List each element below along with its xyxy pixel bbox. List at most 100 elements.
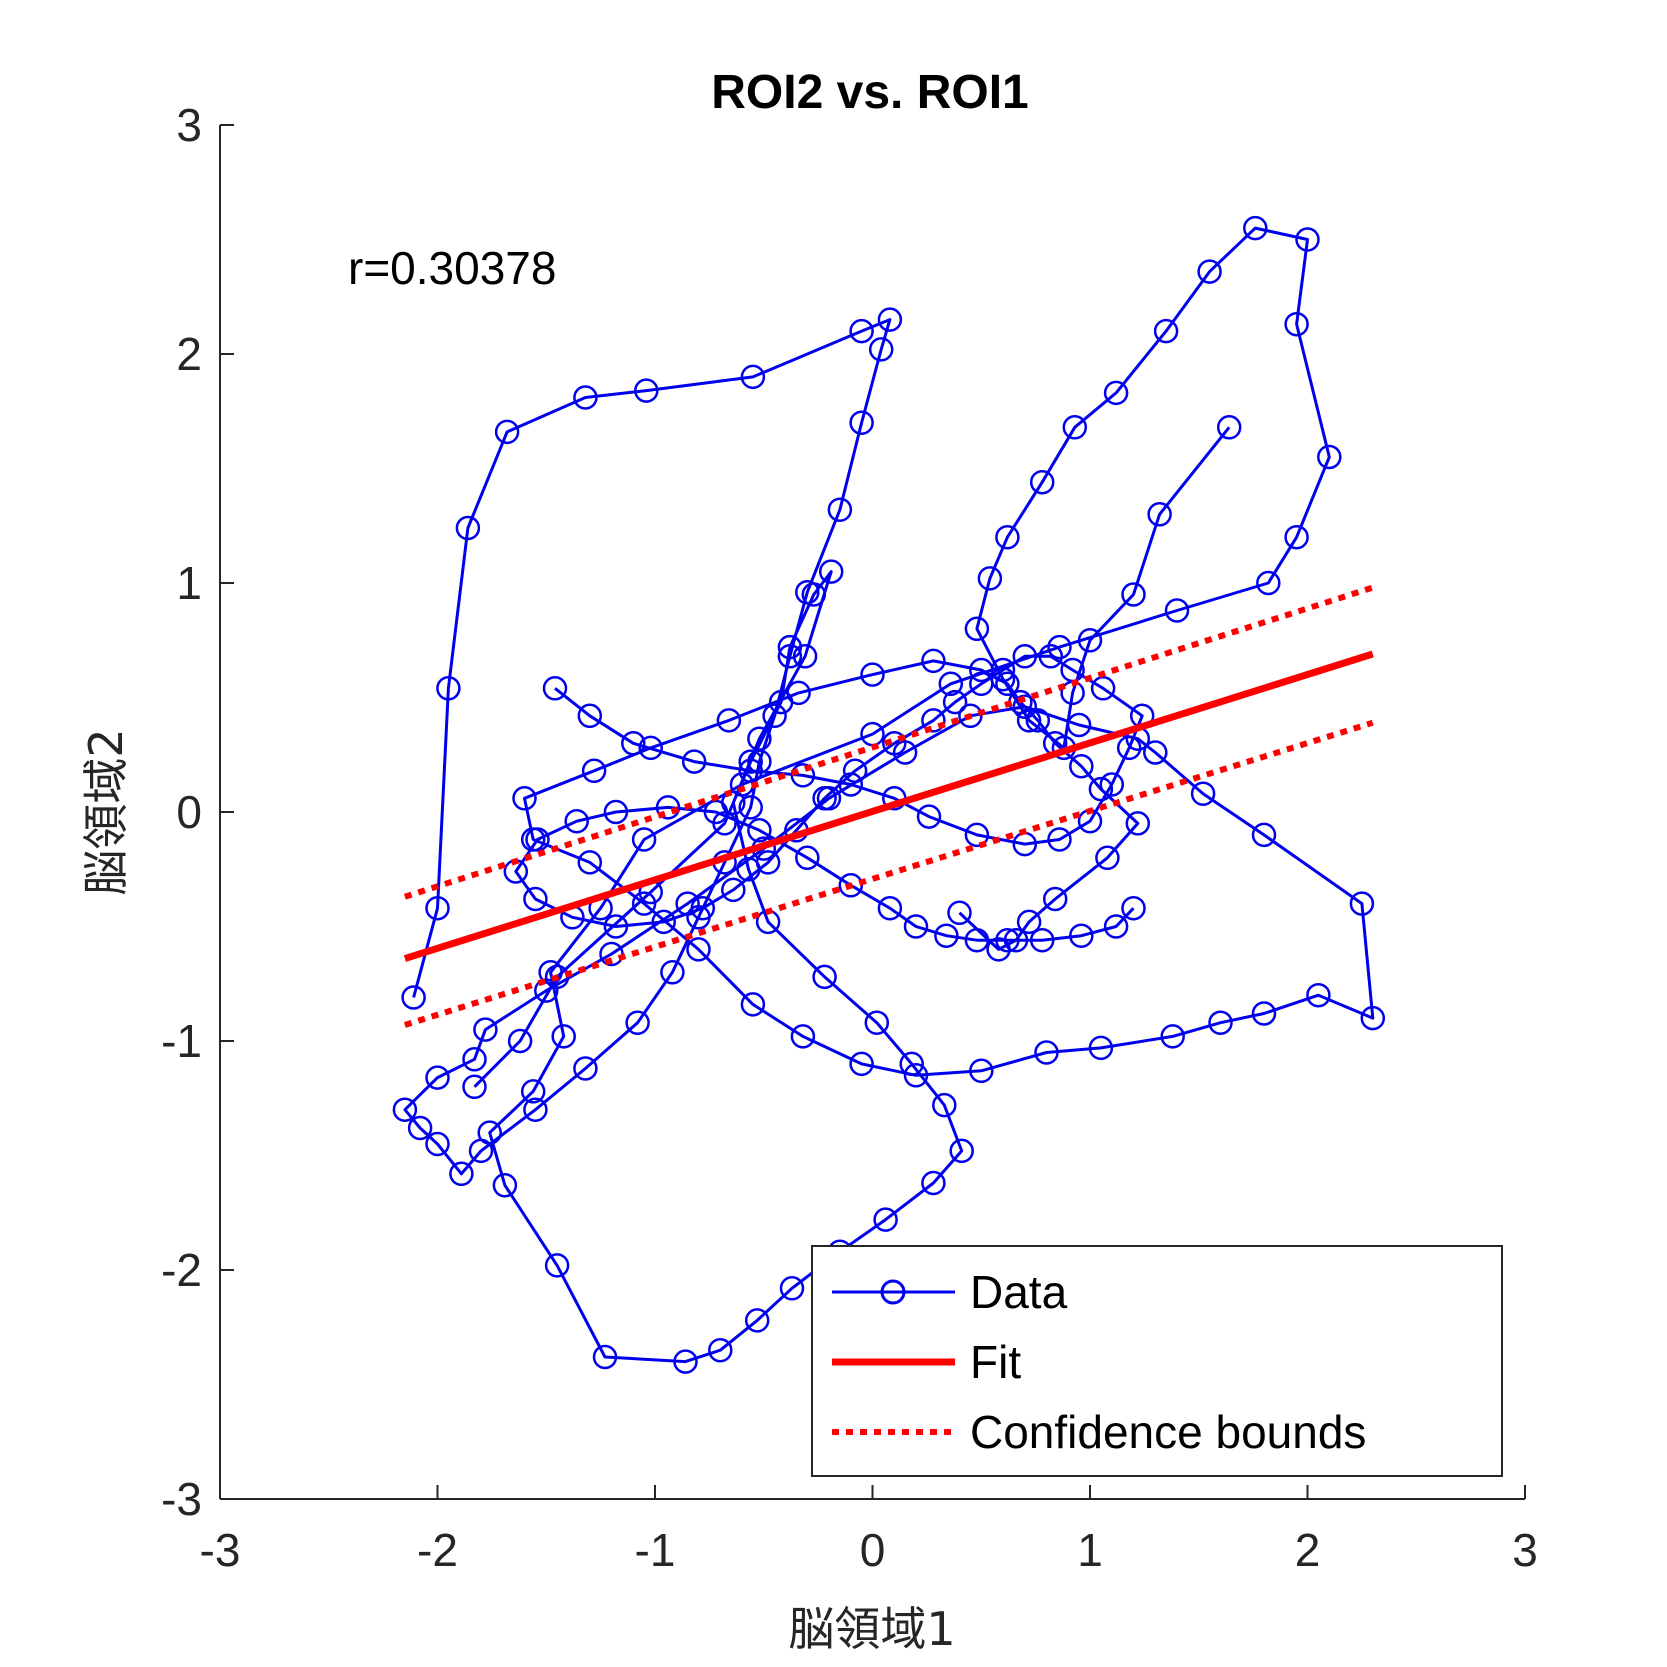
data-point xyxy=(538,960,563,985)
data-point xyxy=(849,410,874,435)
data-series-line xyxy=(473,226,1331,1364)
data-point xyxy=(425,1131,450,1157)
data-point xyxy=(958,703,983,729)
data-point xyxy=(1197,259,1222,284)
data-point xyxy=(1121,582,1146,607)
data-point xyxy=(1160,1024,1185,1049)
data-point xyxy=(934,923,959,948)
data-point xyxy=(868,337,894,362)
data-point xyxy=(740,364,766,390)
y-tick-label: -2 xyxy=(161,1244,202,1296)
data-point xyxy=(877,895,903,921)
data-point xyxy=(573,1056,598,1081)
data-point xyxy=(1038,644,1064,669)
data-point xyxy=(1153,318,1179,344)
data-point xyxy=(1090,676,1116,701)
data-point xyxy=(492,1173,518,1198)
data-point xyxy=(786,680,811,706)
x-tick-label: 0 xyxy=(860,1524,886,1576)
correlation-annotation: r=0.30378 xyxy=(348,242,556,294)
data-point xyxy=(573,385,598,410)
data-point xyxy=(818,559,844,584)
data-point xyxy=(986,937,1011,962)
data-series xyxy=(392,215,1386,1374)
data-point xyxy=(708,1337,733,1363)
data-point xyxy=(1103,380,1129,406)
data-point xyxy=(995,671,1020,697)
y-ticks: -3 -2 -1 0 1 2 3 xyxy=(161,99,234,1525)
data-point xyxy=(603,914,629,939)
data-point xyxy=(1047,827,1072,852)
data-point xyxy=(969,671,994,697)
data-point xyxy=(1103,914,1129,939)
data-point xyxy=(1069,923,1094,948)
data-series-line xyxy=(514,654,1144,942)
data-point xyxy=(1062,415,1088,440)
x-axis-label: 脳領域1 xyxy=(788,1602,955,1656)
data-point xyxy=(1042,886,1068,912)
data-point xyxy=(860,662,885,687)
data-point xyxy=(507,1028,533,1054)
data-point xyxy=(621,731,646,756)
data-point xyxy=(1125,811,1151,836)
data-point xyxy=(401,985,426,1010)
data-point xyxy=(686,937,711,962)
data-point xyxy=(1066,712,1092,738)
data-point xyxy=(577,850,603,875)
data-point xyxy=(542,676,568,701)
data-point xyxy=(592,1344,618,1370)
data-point xyxy=(1047,634,1072,660)
x-tick-label: -2 xyxy=(417,1524,458,1576)
data-point xyxy=(849,1051,874,1077)
legend-marker-data xyxy=(880,1279,906,1305)
data-point xyxy=(425,1065,450,1090)
data-point xyxy=(407,1115,433,1141)
x-tick-label: 1 xyxy=(1077,1524,1103,1576)
data-point xyxy=(1099,772,1125,797)
data-point xyxy=(1034,1040,1059,1065)
data-point xyxy=(755,850,781,875)
y-tick-label: -1 xyxy=(161,1015,202,1067)
data-point xyxy=(603,799,629,825)
data-point xyxy=(744,1308,770,1333)
data-series-line xyxy=(403,318,1375,1176)
data-point xyxy=(520,1079,546,1104)
x-tick-label: 2 xyxy=(1295,1524,1321,1576)
data-point xyxy=(903,914,929,939)
data-point xyxy=(1077,628,1103,653)
data-point xyxy=(932,1092,957,1118)
data-point xyxy=(1284,524,1309,550)
data-point xyxy=(1025,708,1051,733)
data-point xyxy=(738,758,763,784)
data-point xyxy=(877,307,903,332)
data-point xyxy=(864,1010,890,1035)
data-point xyxy=(938,671,964,697)
data-point xyxy=(703,799,729,825)
data-point xyxy=(1360,1005,1386,1031)
data-point xyxy=(964,822,990,848)
data-point xyxy=(655,795,681,820)
y-tick-label: 0 xyxy=(176,786,202,838)
data-point xyxy=(392,1097,418,1122)
data-point xyxy=(625,1010,650,1035)
data-point xyxy=(849,318,874,344)
data-point xyxy=(779,1276,805,1301)
data-point xyxy=(631,827,657,852)
data-point xyxy=(1243,215,1268,241)
data-point xyxy=(1116,735,1142,761)
data-point xyxy=(455,515,481,541)
x-tick-label: -3 xyxy=(200,1524,241,1576)
data-point xyxy=(462,1074,487,1100)
data-point xyxy=(449,1161,474,1187)
data-point xyxy=(1208,1010,1233,1035)
y-tick-label: 1 xyxy=(176,557,202,609)
data-point xyxy=(838,772,864,797)
data-point xyxy=(721,877,746,903)
data-point xyxy=(581,758,607,784)
data-point xyxy=(1029,469,1055,495)
data-point xyxy=(1095,845,1120,871)
fit-line xyxy=(403,650,1374,962)
data-point xyxy=(1088,1035,1114,1061)
data-point xyxy=(1295,227,1320,252)
